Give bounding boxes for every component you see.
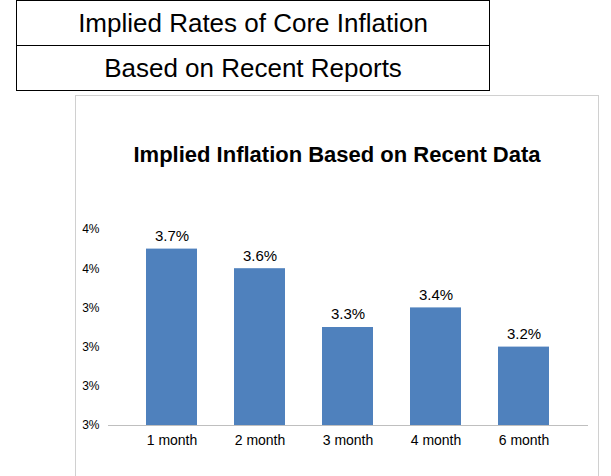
svg-text:3.4%: 3.4% [419, 286, 453, 303]
svg-text:3.6%: 3.6% [243, 247, 277, 264]
svg-text:6 month: 6 month [499, 432, 550, 448]
svg-text:3.2%: 3.2% [507, 325, 541, 342]
svg-text:3%: 3% [82, 301, 100, 315]
svg-text:3%: 3% [82, 379, 100, 393]
svg-text:4 month: 4 month [411, 432, 462, 448]
svg-text:4%: 4% [82, 262, 100, 276]
svg-text:3%: 3% [82, 418, 100, 432]
html-text:Based on Recent Reports: Based on Recent Reports [104, 52, 402, 83]
html-text:Implied Inflation Based on Rec: Implied Inflation Based on Recent Data [133, 142, 541, 167]
svg-text:1 month: 1 month [147, 432, 198, 448]
svg-text:3 month: 3 month [323, 432, 374, 448]
svg-text:3.7%: 3.7% [155, 227, 189, 244]
svg-text:3.3%: 3.3% [331, 305, 365, 322]
svg-text:2 month: 2 month [235, 432, 286, 448]
svg-text:3%: 3% [82, 340, 100, 354]
html-text:Implied Rates of Core Inflatio: Implied Rates of Core Inflation [78, 7, 428, 38]
svg-text:4%: 4% [82, 222, 100, 236]
